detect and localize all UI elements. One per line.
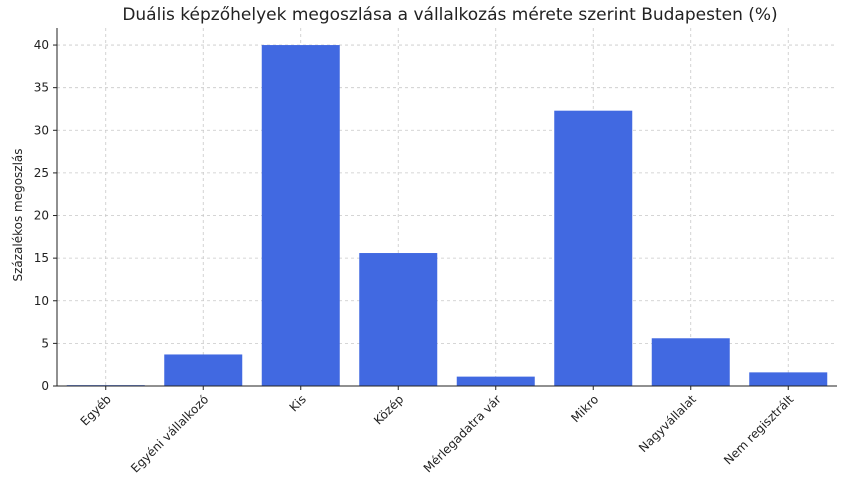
x-tick-label: Nagyvállalat xyxy=(636,392,699,455)
bar-layer xyxy=(66,45,828,387)
x-tick-label: Mikro xyxy=(568,392,601,425)
bar-5 xyxy=(456,376,535,386)
x-tick-label: Mérlegadatra vár xyxy=(421,392,504,475)
bar-4 xyxy=(359,253,438,386)
x-tick-label: Kis xyxy=(287,392,309,414)
y-tick-label: 30 xyxy=(34,123,49,137)
x-tick-label: Egyéb xyxy=(78,392,114,428)
bar-7 xyxy=(651,338,730,386)
axis-layer xyxy=(53,28,837,390)
grid-layer xyxy=(57,28,837,387)
bar-8 xyxy=(749,372,828,386)
y-tick-label: 35 xyxy=(34,81,49,95)
bar-6 xyxy=(554,110,633,386)
x-tick-label: Nem regisztrált xyxy=(721,392,796,467)
y-tick-label: 25 xyxy=(34,166,49,180)
y-tick-label: 5 xyxy=(41,336,49,350)
x-tick-label: Közép xyxy=(371,392,406,427)
bar-2 xyxy=(164,354,243,386)
chart-title: Duális képzőhelyek megoszlása a vállalko… xyxy=(122,5,777,25)
x-tick-label: Egyéni vállalkozó xyxy=(128,392,211,475)
bar-3 xyxy=(261,45,340,387)
y-tick-label: 20 xyxy=(34,209,49,223)
y-tick-label: 15 xyxy=(34,251,49,265)
y-tick-label: 0 xyxy=(41,379,49,393)
y-tick-label: 40 xyxy=(34,38,49,52)
y-axis-label: Százalékos megoszlás xyxy=(11,148,25,281)
y-tick-label: 10 xyxy=(34,294,49,308)
